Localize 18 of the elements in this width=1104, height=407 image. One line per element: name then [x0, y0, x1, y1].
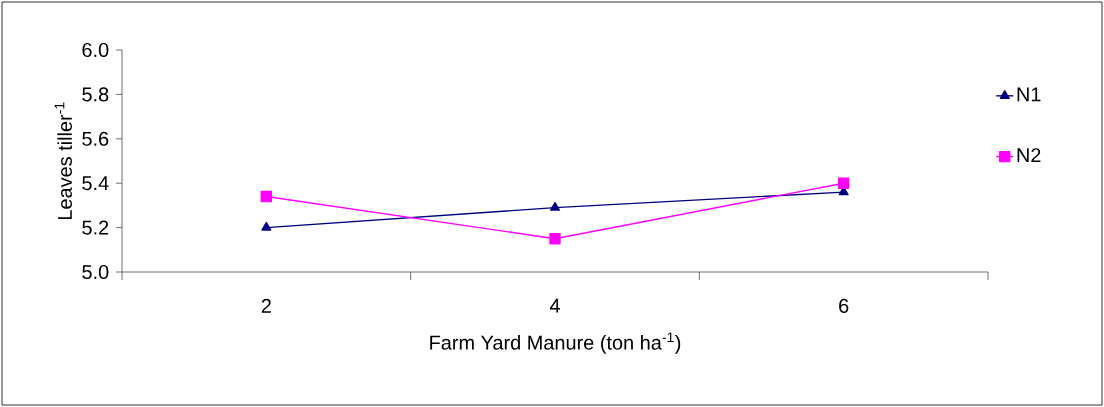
y-tick-label: 5.2: [82, 220, 109, 235]
point: [260, 190, 273, 203]
y-tick-label: 6.0: [82, 42, 109, 58]
y-tick-label: 5.0: [82, 264, 109, 280]
legend-label: N2: [1017, 148, 1041, 163]
point: [261, 221, 272, 231]
y-tick-label: 5.4: [82, 176, 109, 191]
x-tick-label: 4: [549, 298, 560, 313]
point: [549, 201, 561, 211]
legend-label: N1: [1017, 87, 1041, 102]
y-tick-label: 5.6: [82, 131, 109, 146]
x-axis-title: Farm Yard Manure (ton ha$^{-1}$): [430, 332, 681, 354]
y-tick-label: 5.8: [82, 87, 109, 102]
x-tick-label: 2: [261, 298, 271, 313]
y-axis-title: Leaves tiller$^{-1}$: [54, 102, 72, 219]
x-tick-label: 6: [839, 298, 849, 313]
point: [549, 233, 561, 245]
point: [837, 177, 850, 189]
